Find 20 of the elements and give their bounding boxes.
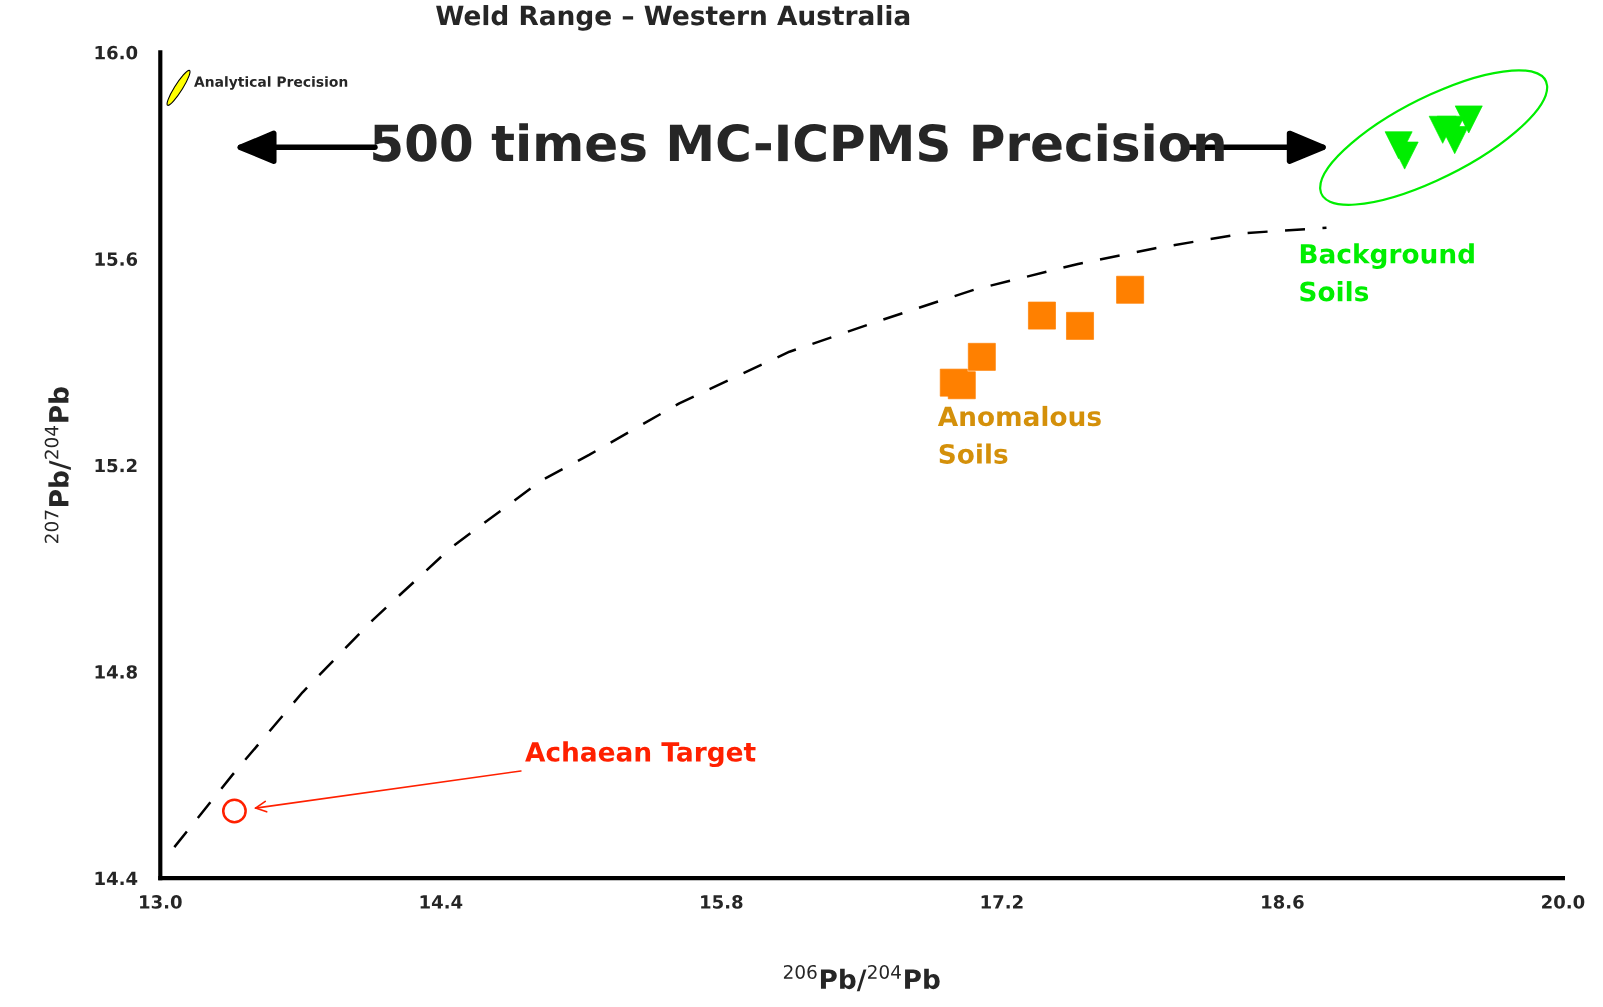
point [221,798,247,824]
y-tick-label: 15.2 [95,458,137,473]
y-tick-label: 14.4 [95,871,138,885]
x-tick-label: 13.0 [140,895,182,909]
x-tick-label: 17.2 [981,895,1023,909]
chart-title: Weld Range – Western Australia [436,5,910,31]
text: Background Soils [1300,243,1474,302]
annotation: 500 times MC-ICPMS Precision [373,123,1224,162]
y-tick-label: 14.8 [95,665,137,679]
x-axis-title: $^{206}$Pb/$^{204}$Pb [783,964,940,992]
x-tick-label: 15.8 [701,895,743,909]
x-tick-label: 20.0 [1542,895,1585,909]
text: Achaean Target [525,741,756,768]
y-tick-label: 16.0 [95,45,138,60]
series-label: Anomalous Soils [937,405,1101,464]
x-tick-label: 14.4 [420,895,463,909]
y-axis-title: $^{207}$Pb/$^{204}$Pb [44,387,71,543]
y-tick-label: 15.6 [95,252,138,266]
annotation: Analytical Precision [194,76,348,90]
x-tick-label: 18.6 [1262,895,1304,909]
